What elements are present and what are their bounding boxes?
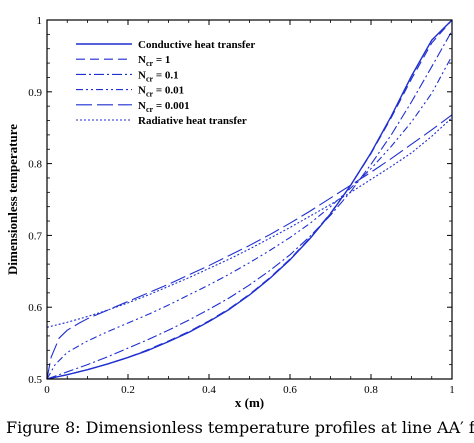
- x-tick-label: 0: [44, 384, 50, 396]
- x-tick-label: 0.4: [202, 384, 216, 396]
- x-tick-label: 1: [449, 384, 455, 396]
- series-line-4: [46, 55, 453, 380]
- legend-label: Ncr = 0.1: [138, 69, 179, 83]
- x-tick-label: 0.2: [121, 384, 135, 396]
- series-line-1: [46, 19, 453, 380]
- figure-caption: Figure 8: Dimensionless temperature prof…: [6, 418, 474, 437]
- y-axis-label: Dimensionless temperature: [5, 124, 20, 275]
- y-tick-label: 0.5: [28, 374, 42, 386]
- legend-label: Radiative heat transfer: [138, 115, 247, 127]
- plot-frame: [46, 19, 453, 380]
- x-tick-label: 0.8: [364, 384, 378, 396]
- y-tick-label: 0.9: [28, 87, 42, 99]
- series-line-2: [46, 19, 453, 380]
- series-lines: [46, 19, 453, 380]
- y-tick-label: 1: [37, 15, 43, 27]
- legend-label: Ncr = 1: [138, 54, 170, 68]
- y-tick-label: 0.8: [28, 159, 42, 171]
- x-axis-label: x (m): [235, 395, 264, 410]
- y-tick-label: 0.6: [28, 302, 42, 314]
- x-tick-label: 0.6: [283, 384, 297, 396]
- series-line-5: [46, 114, 453, 380]
- legend-label: Ncr = 0.01: [138, 85, 184, 99]
- series-line-6: [46, 117, 453, 328]
- series-line-3: [46, 30, 453, 380]
- legend-label: Ncr = 0.001: [138, 100, 190, 114]
- y-tick-label: 0.7: [28, 230, 42, 242]
- legend-label: Conductive heat transfer: [138, 39, 255, 51]
